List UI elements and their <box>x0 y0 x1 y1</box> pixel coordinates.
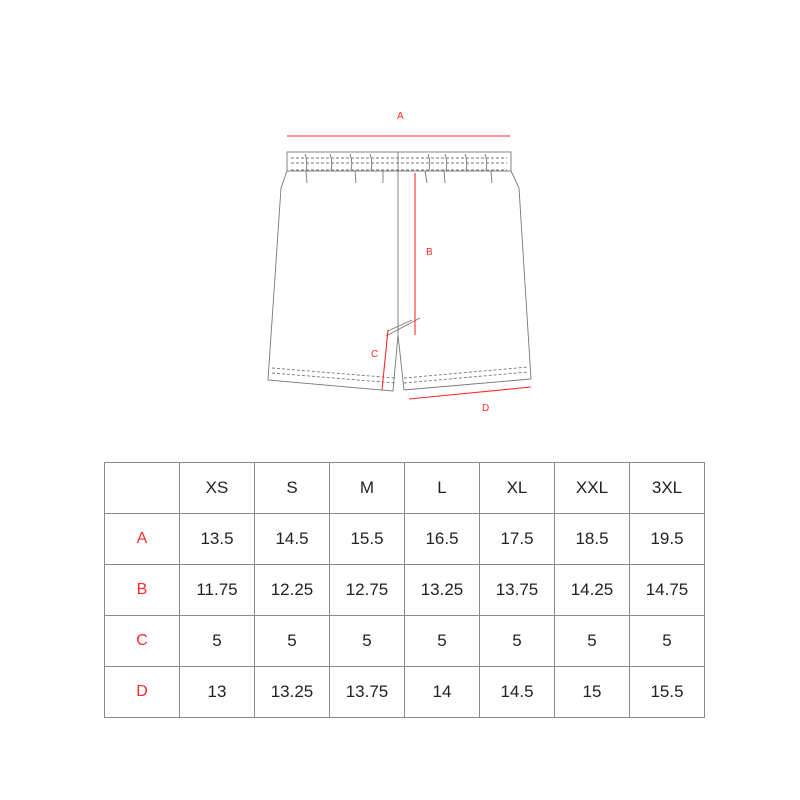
table-cell: 16.5 <box>404 513 480 565</box>
header-cell: XS <box>179 462 255 514</box>
table-cell: 14.75 <box>629 564 705 616</box>
table-cell: 14.5 <box>254 513 330 565</box>
table-cell: 14 <box>404 666 480 718</box>
measure-c-line <box>381 329 389 391</box>
table-cell: 5 <box>629 615 705 667</box>
table-cell: 5 <box>554 615 630 667</box>
measurements <box>287 135 532 400</box>
table-cell: 18.5 <box>554 513 630 565</box>
table-cell: 13.75 <box>329 666 405 718</box>
table-cell: 5 <box>254 615 330 667</box>
size-table: XS S M L XL XXL 3XL A 13.5 14.5 15.5 16.5 17.… <box>104 462 705 718</box>
table-cell: 5 <box>179 615 255 667</box>
table-cell: 13.5 <box>179 513 255 565</box>
table-row: D 13 13.25 13.75 14 14.5 15 15.5 <box>104 666 705 718</box>
label-b: B <box>426 247 433 258</box>
header-cell: XL <box>479 462 555 514</box>
table-cell: 15 <box>554 666 630 718</box>
table-cell: 13.25 <box>404 564 480 616</box>
table-cell: 17.5 <box>479 513 555 565</box>
header-cell: L <box>404 462 480 514</box>
table-cell: 12.25 <box>254 564 330 616</box>
label-d: D <box>482 403 489 414</box>
table-row: B 11.75 12.25 12.75 13.25 13.75 14.25 14.75 <box>104 564 705 616</box>
header-cell: S <box>254 462 330 514</box>
row-label: C <box>104 615 180 667</box>
row-label: D <box>104 666 180 718</box>
table-cell: 14.5 <box>479 666 555 718</box>
label-c: C <box>371 349 378 360</box>
table-cell: 12.75 <box>329 564 405 616</box>
table-cell: 5 <box>329 615 405 667</box>
shorts-outline <box>267 151 532 392</box>
table-cell: 14.25 <box>554 564 630 616</box>
table-header-row: XS S M L XL XXL 3XL <box>104 462 705 514</box>
table-cell: 15.5 <box>629 666 705 718</box>
table-row: A 13.5 14.5 15.5 16.5 17.5 18.5 19.5 <box>104 513 705 565</box>
label-a: A <box>397 111 404 122</box>
header-cell: XXL <box>554 462 630 514</box>
measure-d-line <box>408 386 532 400</box>
row-label: B <box>104 564 180 616</box>
header-cell <box>104 462 180 514</box>
row-label: A <box>104 513 180 565</box>
table-cell: 13.25 <box>254 666 330 718</box>
table-cell: 11.75 <box>179 564 255 616</box>
shorts-diagram: A B C D <box>267 111 532 414</box>
table-cell: 15.5 <box>329 513 405 565</box>
header-cell: M <box>329 462 405 514</box>
header-cell: 3XL <box>629 462 705 514</box>
table-cell: 19.5 <box>629 513 705 565</box>
table-cell: 13 <box>179 666 255 718</box>
table-cell: 13.75 <box>479 564 555 616</box>
table-cell: 5 <box>479 615 555 667</box>
table-cell: 5 <box>404 615 480 667</box>
